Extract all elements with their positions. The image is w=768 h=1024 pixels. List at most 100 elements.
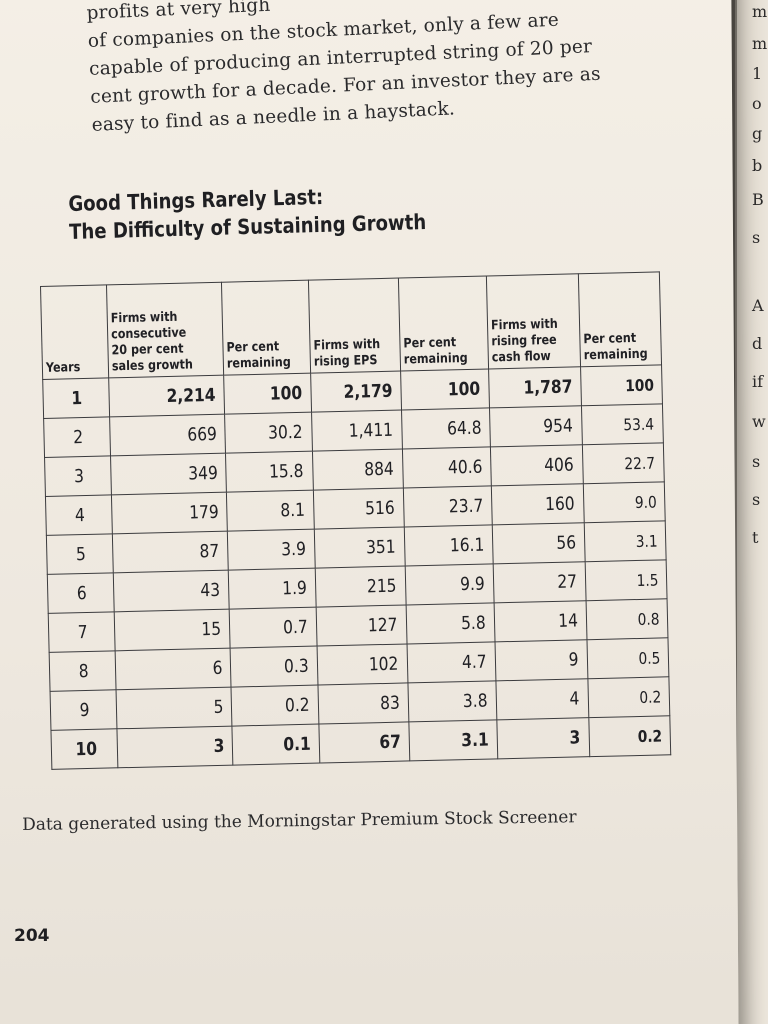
year-cell: 8	[49, 650, 116, 692]
value-cell: 56	[491, 522, 585, 564]
value-cell: 516	[312, 488, 405, 530]
value-cell: 1,787	[488, 366, 582, 408]
value-cell: 87	[112, 531, 229, 573]
facing-letter: 1	[752, 64, 763, 83]
value-cell: 954	[489, 405, 583, 447]
value-cell: 215	[314, 565, 406, 608]
value-cell: 1.5	[584, 559, 668, 601]
year-cell: 6	[47, 572, 115, 614]
header-fcf-firms: Firms with rising free cash flow	[486, 273, 581, 369]
facing-letter: t	[752, 528, 759, 547]
value-cell: 0.2	[588, 715, 671, 757]
table-header-row: Years Firms with consecutive 20 per cent…	[40, 271, 662, 380]
value-cell: 351	[313, 526, 405, 569]
value-cell: 669	[109, 414, 226, 456]
facing-letter: A	[752, 296, 764, 315]
facing-letter: s	[752, 228, 761, 247]
value-cell: 0.7	[229, 607, 317, 649]
value-cell: 0.2	[231, 685, 319, 727]
value-cell: 3	[496, 717, 590, 759]
year-cell: 5	[46, 533, 114, 575]
value-cell: 22.7	[582, 442, 665, 484]
value-cell: 6	[114, 648, 232, 690]
value-cell: 0.8	[585, 598, 668, 640]
growth-table-wrapper: Years Firms with consecutive 20 per cent…	[40, 271, 691, 770]
value-cell: 406	[490, 444, 583, 486]
value-cell: 83	[317, 682, 409, 725]
value-cell: 30.2	[224, 412, 312, 454]
value-cell: 102	[316, 643, 408, 686]
value-cell: 127	[315, 604, 407, 647]
header-eps-firms: Firms with rising EPS	[307, 278, 401, 374]
facing-letter: d	[752, 334, 763, 353]
facing-page	[735, 0, 768, 1024]
value-cell: 0.5	[586, 637, 669, 679]
year-cell: 3	[44, 455, 112, 497]
value-cell: 4	[495, 678, 589, 720]
value-cell: 0.1	[232, 724, 320, 766]
value-cell: 9.9	[404, 563, 494, 605]
year-cell: 7	[48, 611, 115, 653]
value-cell: 0.2	[587, 676, 670, 718]
value-cell: 14	[493, 600, 587, 642]
value-cell: 4.7	[406, 641, 496, 683]
value-cell: 160	[491, 483, 584, 525]
facing-letter: b	[752, 156, 763, 175]
value-cell: 8.1	[226, 490, 314, 532]
facing-letter: o	[752, 94, 762, 113]
value-cell: 884	[311, 449, 404, 491]
value-cell: 9	[494, 639, 588, 681]
value-cell: 3	[116, 726, 234, 768]
value-cell: 1,411	[311, 410, 403, 452]
facing-letter: if	[752, 372, 764, 391]
value-cell: 40.6	[402, 446, 492, 489]
facing-letter: s	[752, 490, 761, 509]
facing-letter: s	[752, 452, 761, 471]
facing-letter: g	[752, 124, 763, 143]
value-cell: 100	[400, 368, 490, 411]
table-body: 1 2,214 100 2,179 100 1,787 100 2 669 30.2 1,411 64…	[42, 364, 671, 770]
value-cell: 0.3	[230, 646, 318, 688]
value-cell: 23.7	[403, 485, 492, 527]
year-cell: 2	[43, 416, 111, 458]
value-cell: 2,179	[310, 371, 402, 413]
value-cell: 3.8	[407, 680, 497, 722]
value-cell: 1.9	[228, 568, 316, 610]
facing-letter: m	[752, 34, 768, 53]
value-cell: 64.8	[401, 407, 491, 450]
value-cell: 53.4	[581, 403, 664, 445]
facing-letter: m	[752, 2, 768, 21]
page-number: 204	[14, 926, 50, 946]
year-cell: 10	[50, 728, 118, 770]
value-cell: 3.1	[583, 520, 667, 562]
value-cell: 43	[113, 570, 230, 612]
value-cell: 5.8	[405, 602, 495, 644]
value-cell: 349	[110, 453, 227, 495]
year-cell: 4	[45, 494, 113, 536]
value-cell: 3.9	[227, 529, 315, 571]
facing-letter: B	[752, 190, 764, 209]
value-cell: 27	[492, 561, 586, 603]
growth-table: Years Firms with consecutive 20 per cent…	[40, 271, 671, 770]
value-cell: 15	[114, 609, 231, 651]
value-cell: 15.8	[225, 451, 313, 493]
facing-letter: w	[752, 412, 766, 431]
value-cell: 3.1	[408, 719, 498, 761]
value-cell: 67	[318, 721, 410, 764]
header-fcf-percent: Per cent remaining	[578, 271, 662, 367]
year-cell: 9	[50, 689, 117, 731]
value-cell: 9.0	[582, 481, 666, 523]
header-sales-percent: Per cent remaining	[221, 280, 311, 376]
value-cell: 100	[223, 373, 312, 415]
value-cell: 16.1	[404, 524, 493, 566]
value-cell: 179	[111, 492, 228, 534]
table-title: Good Things Rarely Last: The Difficulty …	[68, 180, 427, 246]
value-cell: 5	[115, 687, 233, 729]
value-cell: 2,214	[108, 375, 225, 417]
header-years: Years	[40, 284, 109, 380]
header-sales-growth-firms: Firms with consecutive 20 per cent sales…	[106, 282, 224, 378]
header-eps-percent: Per cent remaining	[398, 275, 489, 372]
year-cell: 1	[42, 377, 110, 419]
value-cell: 100	[580, 364, 663, 406]
